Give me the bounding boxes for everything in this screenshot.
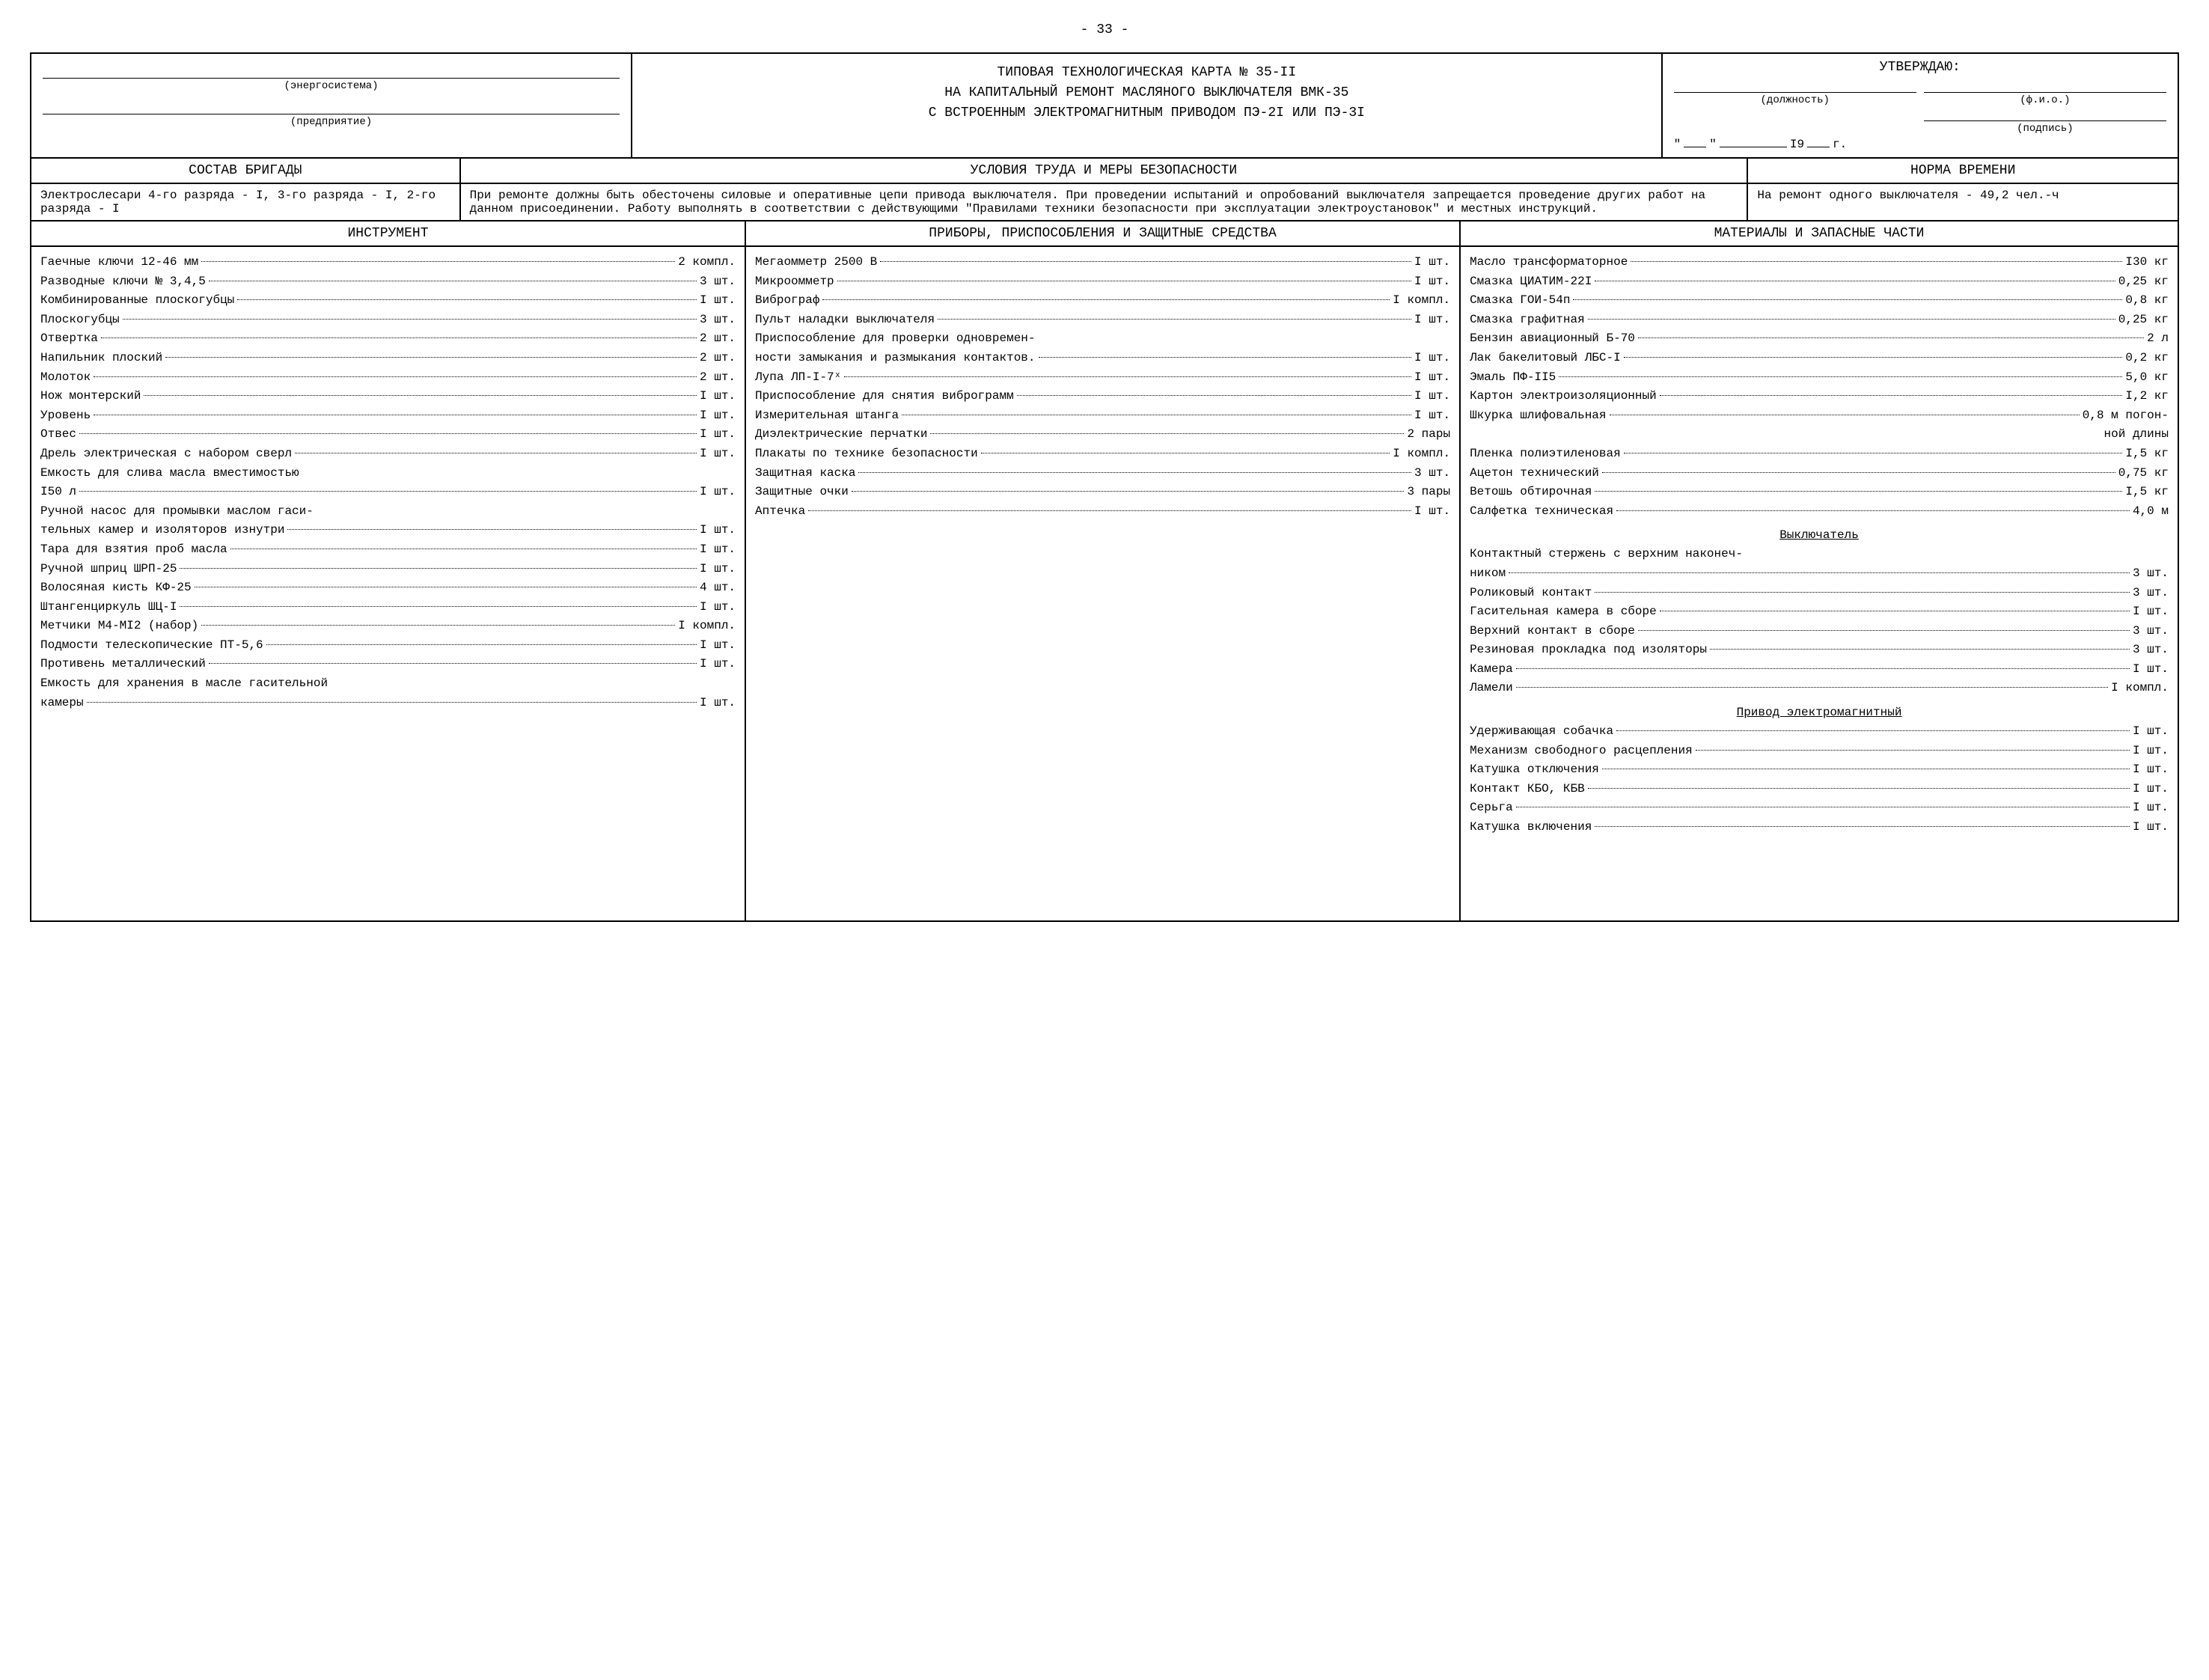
list-item: Отвертка2 шт.	[40, 329, 736, 349]
list-item: Гаечные ключи 12-46 мм2 компл.	[40, 253, 736, 272]
timenorm-text: На ремонт одного выключателя - 49,2 чел.…	[1748, 184, 2178, 220]
list-item: Контакт КБО, КБВI шт.	[1470, 780, 2169, 799]
list-item: Верхний контакт в сборе3 шт.	[1470, 622, 2169, 641]
list-item: Роликовый контакт3 шт.	[1470, 584, 2169, 603]
list-item: Комбинированные плоскогубцыI шт.	[40, 291, 736, 311]
list-item: Резиновая прокладка под изоляторы3 шт.	[1470, 641, 2169, 660]
list-item: Молоток2 шт.	[40, 368, 736, 388]
instruments-column: Гаечные ключи 12-46 мм2 компл.Разводные …	[31, 247, 746, 920]
list-item: УровеньI шт.	[40, 406, 736, 426]
list-item: I50 лI шт.	[40, 483, 736, 502]
list-item: ности замыкания и размыкания контактов.I…	[755, 349, 1450, 368]
list-item: Гасительная камера в сбореI шт.	[1470, 602, 2169, 622]
list-item: Диэлектрические перчатки2 пары	[755, 425, 1450, 445]
header-timenorm: НОРМА ВРЕМЕНИ	[1748, 159, 2178, 183]
list-item: Тара для взятия проб маслаI шт.	[40, 540, 736, 560]
list-item: Приспособление для проверки одновремен-	[755, 329, 1450, 349]
list-item: Измерительная штангаI шт.	[755, 406, 1450, 426]
list-item: ОтвесI шт.	[40, 425, 736, 445]
devices-column: Мегаомметр 2500 ВI шт.МикроомметрI шт.Ви…	[746, 247, 1461, 920]
list-item: Катушка включенияI шт.	[1470, 818, 2169, 837]
list-item: Противень металлическийI шт.	[40, 655, 736, 674]
list-item: тельных камер и изоляторов изнутриI шт.	[40, 521, 736, 540]
document-frame: (энергосистема) (предприятие) ТИПОВАЯ ТЕ…	[30, 52, 2179, 922]
field-label-energy: (энергосистема)	[43, 80, 620, 92]
list-item: Пленка полиэтиленоваяI,5 кг	[1470, 445, 2169, 464]
list-item: Лак бакелитовый ЛБС-I0,2 кг	[1470, 349, 2169, 368]
list-item: Штангенциркуль ШЦ-II шт.	[40, 598, 736, 617]
list-item: Волосяная кисть КФ-254 шт.	[40, 578, 736, 598]
list-item: Емкость для слива масла вместимостью	[40, 464, 736, 483]
subheader-switch: Выключатель	[1470, 528, 2169, 542]
list-item: Салфетка техническая4,0 м	[1470, 502, 2169, 522]
page-number: - 33 -	[30, 22, 2179, 37]
list-item: Плоскогубцы3 шт.	[40, 311, 736, 330]
header-safety: УСЛОВИЯ ТРУДА И МЕРЫ БЕЗОПАСНОСТИ	[461, 159, 1749, 183]
list-item: Ручной шприц ШРП-25I шт.	[40, 560, 736, 579]
header-devices: ПРИБОРЫ, ПРИСПОСОБЛЕНИЯ И ЗАЩИТНЫЕ СРЕДС…	[746, 222, 1461, 245]
list-item: Катушка отключенияI шт.	[1470, 760, 2169, 780]
list-item: Метчики М4-МI2 (набор)I компл.	[40, 617, 736, 636]
list-item: Напильник плоский2 шт.	[40, 349, 736, 368]
list-item: Защитная каска3 шт.	[755, 464, 1450, 483]
org-fields: (энергосистема) (предприятие)	[31, 54, 632, 157]
brigade-text: Электрослесари 4-го разряда - I, 3-го ра…	[31, 184, 461, 220]
list-item: Мегаомметр 2500 ВI шт.	[755, 253, 1450, 272]
header-materials: МАТЕРИАЛЫ И ЗАПАСНЫЕ ЧАСТИ	[1461, 222, 2178, 245]
name-label: (ф.и.о.)	[1924, 94, 2166, 106]
position-label: (должность)	[1674, 94, 1916, 106]
date-line: "" I9 г.	[1674, 138, 2166, 151]
list-item: Смазка ГОИ-54п0,8 кг	[1470, 291, 2169, 311]
list-item: ВибрографI компл.	[755, 291, 1450, 311]
list-item: камерыI шт.	[40, 694, 736, 713]
list-item: Ацетон технический0,75 кг	[1470, 464, 2169, 483]
list-item: Ветошь обтирочнаяI,5 кг	[1470, 483, 2169, 502]
list-item: Плакаты по технике безопасностиI компл.	[755, 445, 1450, 464]
header-instrument: ИНСТРУМЕНТ	[31, 222, 746, 245]
header-brigade: СОСТАВ БРИГАДЫ	[31, 159, 461, 183]
safety-text: При ремонте должны быть обесточены силов…	[461, 184, 1749, 220]
approval-block: УТВЕРЖДАЮ: (должность) (ф.и.о.) (подпись…	[1663, 54, 2178, 157]
list-item: Защитные очки3 пары	[755, 483, 1450, 502]
list-item: Эмаль ПФ-II55,0 кг	[1470, 368, 2169, 388]
list-item: Разводные ключи № 3,4,53 шт.	[40, 272, 736, 292]
list-item: Приспособление для снятия виброграммI шт…	[755, 387, 1450, 406]
list-item: МикроомметрI шт.	[755, 272, 1450, 292]
list-item: Картон электроизоляционныйI,2 кг	[1470, 387, 2169, 406]
list-item-trail: ной длины	[1470, 425, 2169, 445]
subheader-drive: Привод электромагнитный	[1470, 706, 2169, 719]
list-item: Дрель электрическая с набором сверлI шт.	[40, 445, 736, 464]
list-item: Масло трансформаторноеI30 кг	[1470, 253, 2169, 272]
list-item: Бензин авиационный Б-702 л	[1470, 329, 2169, 349]
list-item: Шкурка шлифовальная0,8 м погон-	[1470, 406, 2169, 426]
list-item: Смазка графитная0,25 кг	[1470, 311, 2169, 330]
list-item: Ручной насос для промывки маслом гаси-	[40, 502, 736, 522]
list-item: Емкость для хранения в масле гасительной	[40, 674, 736, 694]
list-item: Нож монтерскийI шт.	[40, 387, 736, 406]
list-item: Механизм свободного расцепленияI шт.	[1470, 742, 2169, 761]
list-item: КамераI шт.	[1470, 660, 2169, 679]
list-item: Подмости телескопические ПТ-5,6I шт.	[40, 636, 736, 656]
document-title: ТИПОВАЯ ТЕХНОЛОГИЧЕСКАЯ КАРТА № 35-II НА…	[632, 54, 1663, 157]
list-item: ником3 шт.	[1470, 564, 2169, 584]
approve-title: УТВЕРЖДАЮ:	[1674, 60, 2166, 75]
list-item: Контактный стержень с верхним наконеч-	[1470, 545, 2169, 564]
list-item: Смазка ЦИАТИМ-22I0,25 кг	[1470, 272, 2169, 292]
list-item: АптечкаI шт.	[755, 502, 1450, 522]
signature-label: (подпись)	[1924, 123, 2166, 135]
materials-column: Масло трансформаторноеI30 кгСмазка ЦИАТИ…	[1461, 247, 2178, 920]
list-item: Удерживающая собачкаI шт.	[1470, 722, 2169, 742]
field-label-enterprise: (предприятие)	[43, 116, 620, 128]
list-item: ЛамелиI компл.	[1470, 679, 2169, 698]
list-item: СерьгаI шт.	[1470, 798, 2169, 818]
list-item: Пульт наладки выключателяI шт.	[755, 311, 1450, 330]
list-item: Лупа ЛП-I-7ˣI шт.	[755, 368, 1450, 388]
